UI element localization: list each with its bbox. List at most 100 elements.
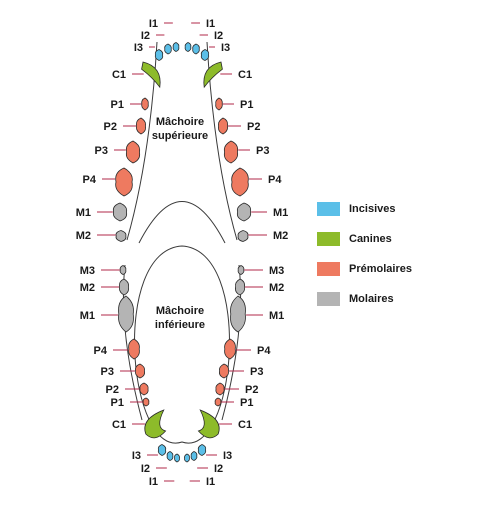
tooth-lower-M2-left [119, 278, 129, 296]
label-lower-M2-right: M2 [269, 282, 284, 294]
tooth-lower-P3-right [219, 363, 229, 379]
tooth-lower-M1-right [230, 295, 246, 333]
tooth-upper-P1-right [215, 97, 223, 111]
label-lower-I3-right: I3 [223, 450, 232, 462]
label-lower-M2-left: M2 [80, 282, 95, 294]
label-lower-P1-left: P1 [111, 397, 124, 409]
legend-swatch-premolars [317, 262, 340, 276]
label-upper-I3-right: I3 [221, 42, 230, 54]
label-lower-P4-left: P4 [94, 345, 108, 357]
tooth-upper-P4-left [115, 167, 133, 197]
label-upper-M1-right: M1 [273, 207, 288, 219]
tooth-lower-I2-right [190, 451, 198, 461]
legend-swatch-canines [317, 232, 340, 246]
label-lower-M3-left: M3 [80, 265, 95, 277]
tooth-lower-I1-right [184, 453, 190, 463]
tooth-lower-C1-right [197, 409, 220, 439]
upper-jaw-title-line2: supérieure [152, 130, 208, 142]
label-lower-P2-left: P2 [106, 384, 119, 396]
upper-jaw-title-line1: Mâchoire [156, 116, 204, 128]
label-upper-M2-right: M2 [273, 230, 288, 242]
tooth-upper-I1-left [172, 42, 180, 52]
tooth-upper-I3-right [200, 49, 210, 61]
tooth-lower-M2-right [235, 278, 245, 296]
label-upper-I3-left: I3 [134, 42, 143, 54]
label-lower-M3-right: M3 [269, 265, 284, 277]
legend-item-canines: Canines [317, 231, 392, 247]
label-lower-P1-right: P1 [240, 397, 253, 409]
tooth-upper-C1-right [203, 61, 223, 89]
lower-jaw-outline [134, 245, 230, 444]
label-lower-M1-left: M1 [80, 310, 95, 322]
tooth-upper-I2-right [192, 43, 200, 55]
tooth-lower-M1-left [118, 295, 134, 333]
label-lower-I2-left: I2 [141, 463, 150, 475]
tooth-upper-I2-left [164, 43, 172, 55]
label-upper-C1-left: C1 [112, 69, 126, 81]
label-upper-I2-left: I2 [141, 30, 150, 42]
tooth-lower-P4-left [128, 338, 140, 360]
tooth-lower-I2-left [166, 451, 174, 461]
tooth-lower-P2-left [139, 382, 149, 396]
label-upper-P1-left: P1 [111, 99, 124, 111]
label-upper-M2-left: M2 [76, 230, 91, 242]
tooth-upper-P2-right [218, 117, 228, 135]
tooth-lower-I3-right [197, 444, 207, 456]
label-upper-P4-left: P4 [83, 174, 97, 186]
label-lower-P4-right: P4 [257, 345, 271, 357]
tooth-lower-P2-right [215, 382, 225, 396]
label-upper-I1-left: I1 [149, 18, 158, 30]
tooth-upper-C1-left [141, 61, 161, 89]
tooth-lower-P4-right [224, 338, 236, 360]
tooth-upper-M1-left [112, 202, 128, 222]
label-upper-P1-right: P1 [240, 99, 253, 111]
label-lower-C1-right: C1 [238, 419, 252, 431]
tooth-upper-M2-right [237, 230, 249, 242]
legend-swatch-incisors [317, 202, 340, 216]
lower-jaw-title-line1: Mâchoire [156, 305, 204, 317]
tooth-lower-M3-right [237, 265, 245, 275]
label-upper-C1-right: C1 [238, 69, 252, 81]
label-upper-M1-left: M1 [76, 207, 91, 219]
label-upper-P4-right: P4 [268, 174, 282, 186]
tooth-upper-I1-right [184, 42, 192, 52]
label-lower-P3-left: P3 [101, 366, 114, 378]
label-upper-I2-right: I2 [214, 30, 223, 42]
tooth-upper-I3-left [154, 49, 164, 61]
legend-swatch-molars [317, 292, 340, 306]
label-upper-P2-left: P2 [104, 121, 117, 133]
tooth-lower-C1-left [144, 409, 167, 439]
label-lower-P3-right: P3 [250, 366, 263, 378]
label-upper-P3-left: P3 [95, 145, 108, 157]
tooth-upper-P2-left [136, 117, 146, 135]
tooth-upper-P3-right [223, 140, 239, 164]
label-upper-I1-right: I1 [206, 18, 215, 30]
label-lower-M1-right: M1 [269, 310, 284, 322]
tooth-lower-P1-right [214, 397, 222, 407]
label-upper-P3-right: P3 [256, 145, 269, 157]
legend-item-incisors: Incisives [317, 201, 395, 217]
label-upper-P2-right: P2 [247, 121, 260, 133]
tooth-lower-I3-left [157, 444, 167, 456]
legend-label-premolars: Prémolaires [349, 263, 412, 275]
label-lower-C1-left: C1 [112, 419, 126, 431]
tooth-upper-P3-left [125, 140, 141, 164]
label-lower-P2-right: P2 [245, 384, 258, 396]
upper-palate-arch [138, 201, 226, 244]
legend-item-molars: Molaires [317, 291, 394, 307]
lower-jaw-title-line2: inférieure [155, 319, 205, 331]
legend-label-canines: Canines [349, 233, 392, 245]
tooth-upper-P4-right [231, 167, 249, 197]
tooth-lower-P1-left [142, 397, 150, 407]
label-lower-I1-right: I1 [206, 476, 215, 488]
legend-label-molars: Molaires [349, 293, 394, 305]
tooth-upper-P1-left [141, 97, 149, 111]
legend-label-incisors: Incisives [349, 203, 396, 215]
tooth-upper-M1-right [236, 202, 252, 222]
tooth-lower-P3-left [135, 363, 145, 379]
label-lower-I2-right: I2 [214, 463, 223, 475]
label-lower-I1-left: I1 [149, 476, 158, 488]
tooth-lower-M3-left [119, 265, 127, 275]
